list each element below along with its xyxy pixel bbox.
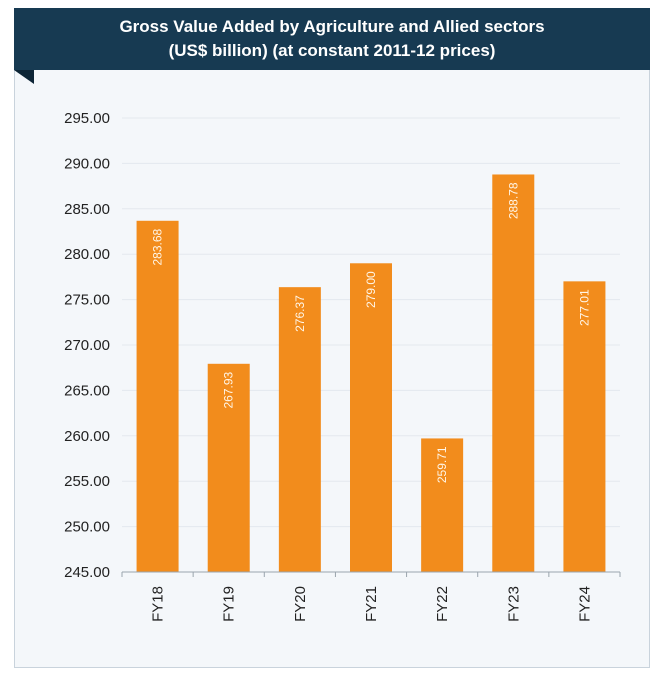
bar-fy24 (563, 281, 606, 572)
data-label: 276.37 (293, 295, 307, 332)
y-tick-label: 245.00 (64, 564, 110, 581)
bar-fy20 (278, 287, 321, 572)
data-label: 288.78 (506, 182, 520, 219)
y-tick-label: 270.00 (64, 337, 110, 354)
data-label: 277.01 (577, 289, 591, 326)
y-tick-label: 295.00 (64, 110, 110, 127)
y-tick-label: 275.00 (64, 292, 110, 309)
data-label: 259.71 (435, 446, 449, 483)
bar-fy23 (492, 174, 535, 572)
y-tick-label: 280.00 (64, 246, 110, 263)
y-tick-label: 285.00 (64, 201, 110, 218)
x-category-label: FY19 (221, 586, 238, 622)
chart-title-line2: (US$ billion) (at constant 2011-12 price… (168, 41, 496, 60)
x-category-label: FY23 (505, 586, 522, 622)
data-label: 279.00 (364, 271, 378, 308)
x-category-label: FY21 (363, 586, 380, 622)
y-tick-label: 265.00 (64, 382, 110, 399)
x-category-label: FY20 (292, 586, 309, 622)
bar-fy21 (350, 263, 392, 572)
data-label: 267.93 (222, 371, 236, 408)
y-tick-label: 250.00 (64, 519, 110, 536)
bar-fy18 (136, 220, 179, 573)
y-tick-label: 260.00 (64, 428, 110, 445)
x-category-label: FY22 (434, 586, 451, 622)
bar-fy19 (207, 363, 250, 572)
banner-fold-decoration (14, 70, 34, 84)
data-label: 283.68 (151, 228, 165, 265)
x-category-label: FY24 (576, 586, 593, 622)
chart-title-banner: Gross Value Added by Agriculture and All… (14, 8, 650, 70)
x-category-label: FY18 (150, 586, 167, 622)
bars: 283.68 267.93 276.37 279.00 259.71 288.78 277.… (136, 174, 606, 573)
y-tick-label: 255.00 (64, 473, 110, 490)
axes: 245.00 250.00 255.00 260.00 265.00 270.00 275.… (64, 110, 621, 622)
chart-title-line1: Gross Value Added by Agriculture and All… (119, 17, 545, 36)
y-tick-label: 290.00 (64, 155, 110, 172)
bar-fy22 (421, 438, 464, 572)
